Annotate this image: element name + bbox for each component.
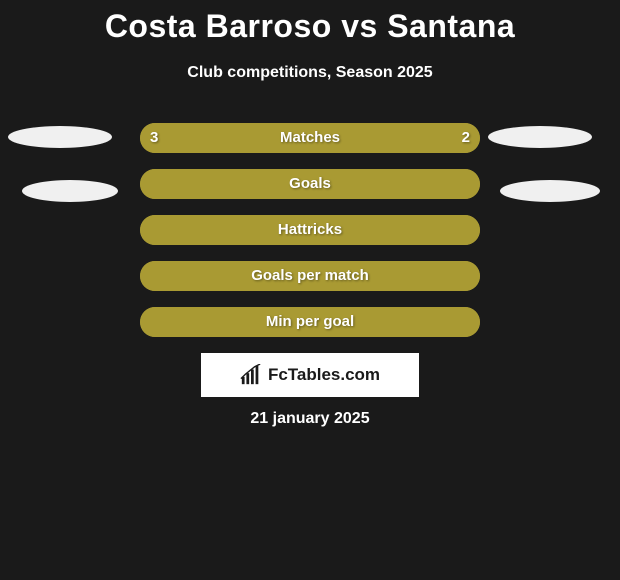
avatar-right xyxy=(488,126,592,148)
comparison-rows: Matches3 2 Goals Hattricks Goals per match Mi… xyxy=(0,123,620,353)
avatar-right xyxy=(500,180,600,202)
page-subtitle: Club competitions, Season 2025 xyxy=(0,64,620,82)
chart-icon xyxy=(240,364,262,386)
logo-text: FcTables.com xyxy=(268,365,380,385)
site-logo: FcTables.com xyxy=(201,353,419,397)
bar-label: Matches xyxy=(140,123,480,153)
date-label: 21 january 2025 xyxy=(0,410,620,428)
comparison-row: Min per goal xyxy=(0,307,620,337)
bar-label: Goals per match xyxy=(140,261,480,291)
bar-value-right: 2 xyxy=(462,123,470,153)
avatar-left xyxy=(22,180,118,202)
comparison-row: Hattricks xyxy=(0,215,620,245)
page-title: Costa Barroso vs Santana xyxy=(0,8,620,45)
bar-label: Goals xyxy=(140,169,480,199)
bar-value-left: 3 xyxy=(150,123,158,153)
comparison-row: Goals per match xyxy=(0,261,620,291)
bar-label: Min per goal xyxy=(140,307,480,337)
bar-label: Hattricks xyxy=(140,215,480,245)
avatar-left xyxy=(8,126,112,148)
